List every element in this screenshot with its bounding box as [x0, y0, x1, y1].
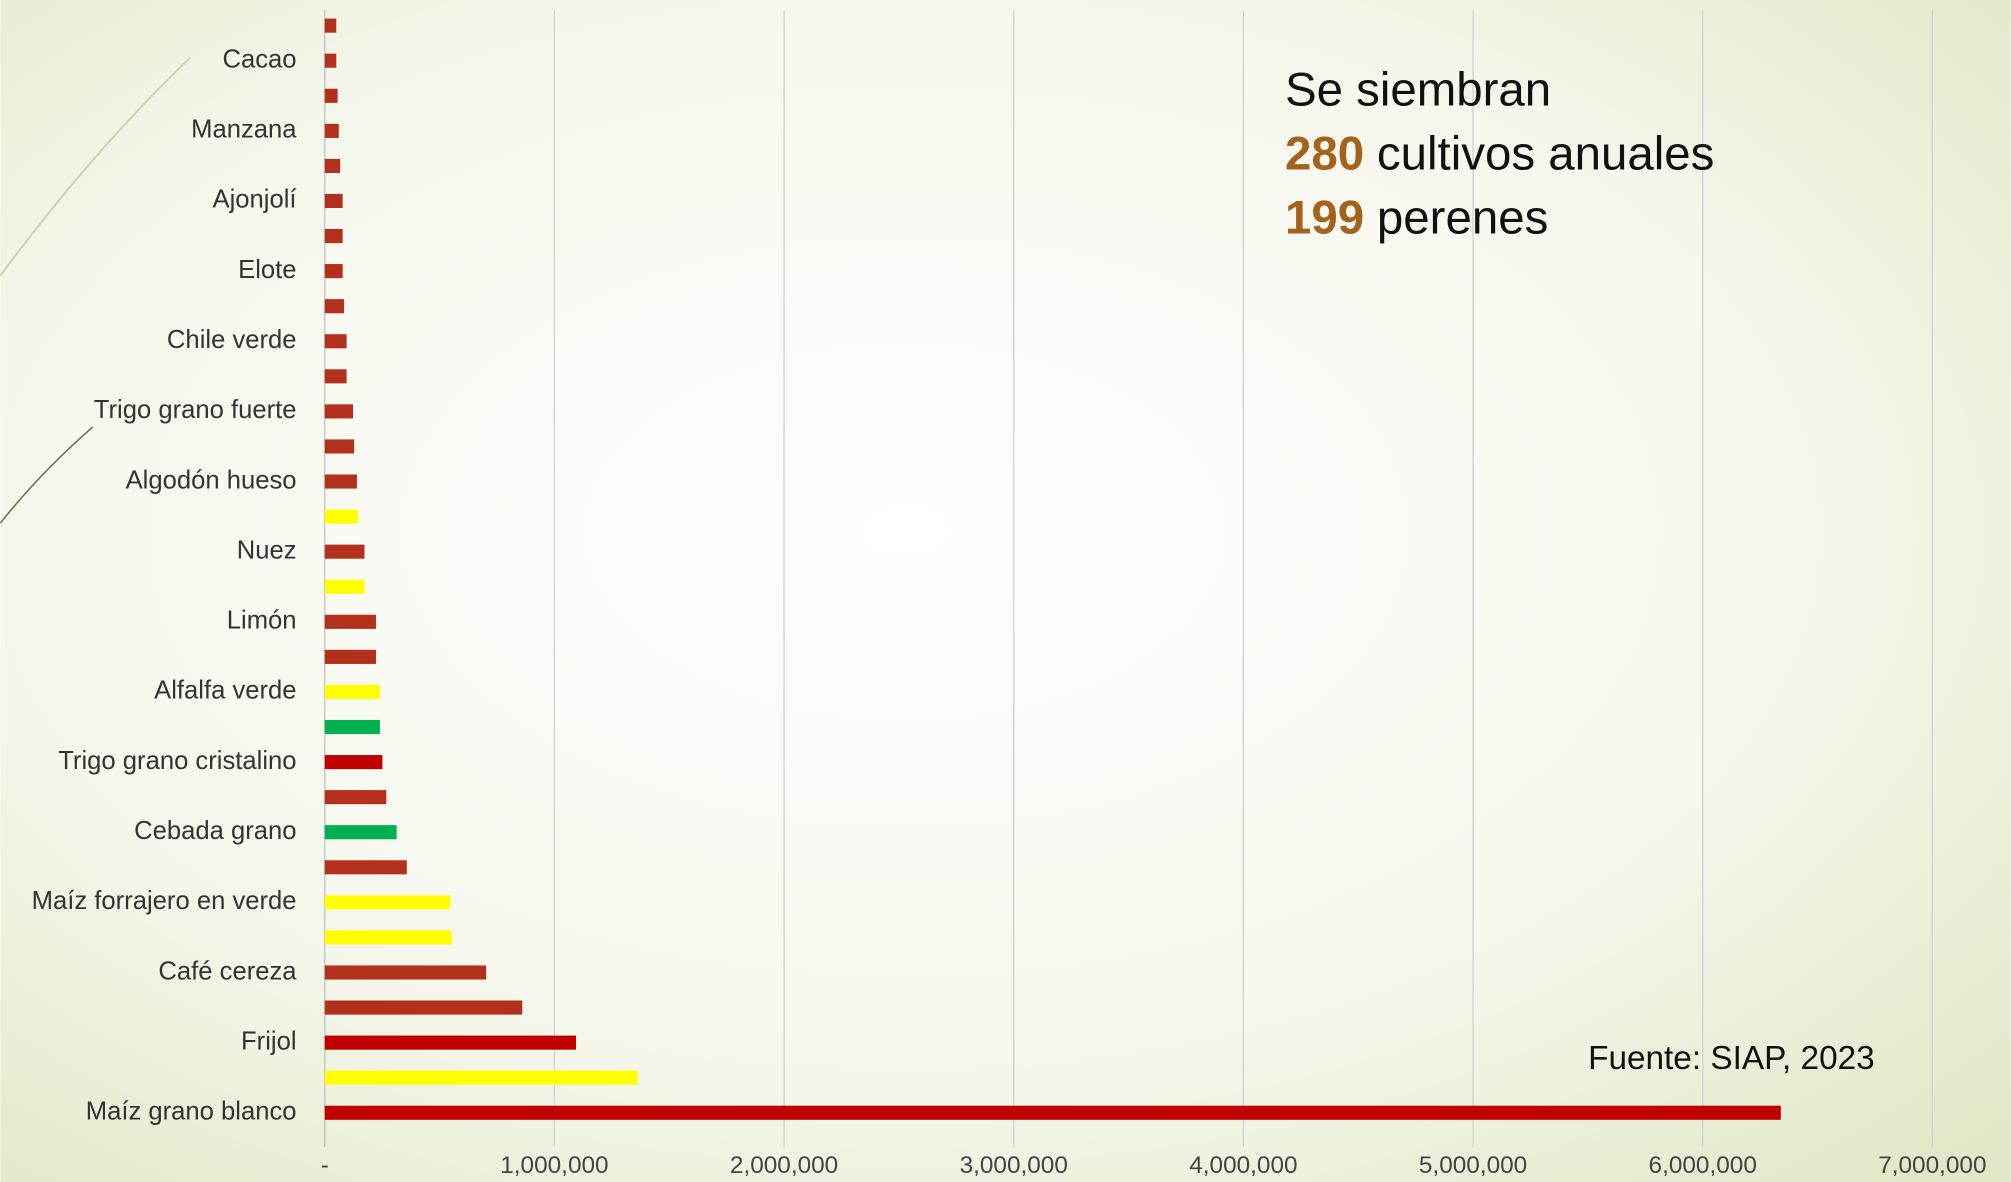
bar: [324, 334, 347, 349]
bar: [324, 1070, 638, 1085]
bar: [324, 193, 343, 209]
x-tick-label: -: [321, 1152, 329, 1179]
annotation-text: perenes: [1377, 191, 1548, 244]
bar: [324, 965, 487, 980]
bar: [324, 544, 365, 559]
bar: [324, 474, 357, 489]
x-tick-label: 3,000,000: [960, 1152, 1068, 1179]
annotation-text: cultivos anuales: [1377, 127, 1714, 180]
source: Fuente: SIAP, 2023: [1588, 1040, 1875, 1077]
y-tick-label: Manzana: [191, 116, 297, 144]
decor-curve: [0, 426, 94, 524]
grid: [324, 10, 1934, 1148]
x-tick-label: 7,000,000: [1878, 1152, 1986, 1179]
bar: [324, 264, 343, 279]
bar: [324, 88, 338, 103]
y-tick-label: Nuez: [237, 536, 297, 564]
x-tick-label: 5,000,000: [1419, 1152, 1527, 1179]
bar: [324, 404, 354, 419]
y-tick-label: Limón: [227, 607, 297, 635]
annotation: Se siembran 280 cultivos anuales 199 perenes: [1285, 63, 1714, 244]
bar: [324, 895, 451, 910]
annotation-text: Se siembran: [1285, 63, 1551, 116]
bar: [324, 579, 365, 594]
bar: [324, 299, 345, 314]
decor-curve: [0, 56, 191, 277]
bar: [324, 158, 341, 173]
bars: [324, 18, 1781, 1120]
y-tick-label: Alfalfa verde: [154, 677, 296, 705]
y-tick-label: Elote: [238, 256, 296, 284]
y-tick-label: Algodón hueso: [126, 466, 297, 494]
y-tick-label: Frijol: [241, 1027, 297, 1055]
y-tick-label: Maíz forrajero en verde: [32, 887, 297, 915]
x-tick-label: 6,000,000: [1649, 1152, 1757, 1179]
y-tick-label: Trigo grano fuerte: [94, 396, 297, 424]
bar: [324, 509, 359, 524]
y-tick-label: Cebada grano: [134, 817, 296, 845]
bar: [324, 860, 407, 875]
bar: [324, 719, 380, 735]
y-tick-label: Trigo grano cristalino: [58, 747, 296, 775]
x-tick-label: 2,000,000: [730, 1152, 838, 1179]
bar: [324, 684, 380, 699]
labels: - 1,000,000 2,000,000 3,000,000 4,000,000 5,0…: [32, 45, 1987, 1179]
x-tick-label: 1,000,000: [500, 1152, 608, 1179]
bar: [324, 790, 387, 805]
y-tick-label: Maíz grano blanco: [86, 1098, 297, 1126]
bar: [324, 825, 397, 840]
bar: [324, 755, 383, 770]
bar: [324, 369, 347, 384]
bar: [324, 18, 337, 33]
annotation-text: 280: [1285, 127, 1364, 180]
bar: [324, 123, 339, 138]
y-tick-label: Cacao: [222, 45, 296, 73]
annotation-text: 199: [1285, 191, 1364, 244]
bar: [324, 649, 376, 664]
bar: [324, 1105, 1781, 1120]
x-tick-label: 4,000,000: [1189, 1152, 1297, 1179]
y-tick-label: Ajonjolí: [213, 186, 297, 214]
y-tick-label: Café cereza: [158, 957, 297, 985]
bar: [324, 614, 376, 629]
bar: [324, 1000, 523, 1015]
bar: [324, 53, 337, 68]
y-tick-label: Chile verde: [167, 326, 297, 354]
bar: [324, 229, 343, 244]
bar: [324, 439, 355, 454]
bar: [324, 1035, 577, 1050]
bar: [324, 930, 452, 945]
